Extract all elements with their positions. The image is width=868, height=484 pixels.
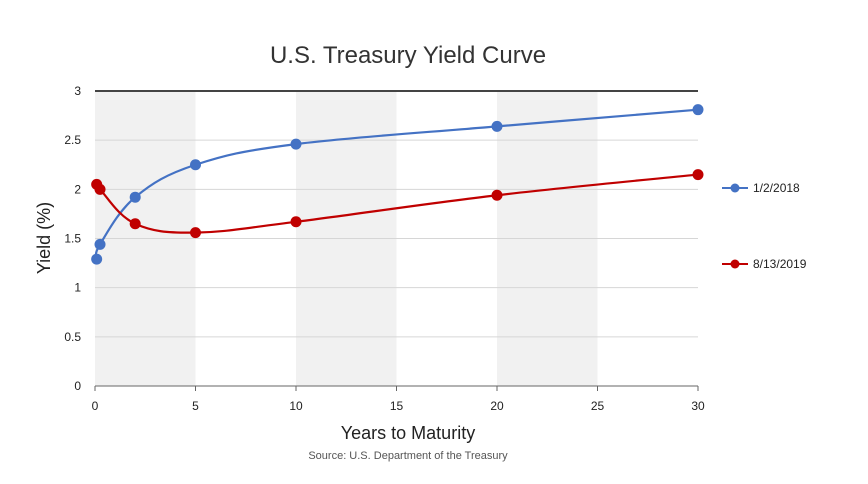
data-point <box>290 138 302 150</box>
y-tick-label: 2 <box>74 182 81 196</box>
y-axis-ticks: 0 0.5 1 1.5 2 2.5 3 <box>64 84 81 393</box>
data-point <box>129 218 141 230</box>
data-point <box>129 191 141 203</box>
series-line <box>94 173 699 234</box>
y-axis-label: Yield (%) <box>34 202 54 274</box>
chart-title: U.S. Treasury Yield Curve <box>270 42 546 69</box>
legend-label: 8/13/2019 <box>753 257 807 271</box>
x-tick-label: 30 <box>691 399 705 413</box>
series-0 <box>91 104 704 265</box>
legend-item: 8/13/2019 <box>722 257 807 271</box>
series-1 <box>91 169 704 239</box>
x-axis-ticks: 0 5 10 15 20 25 30 <box>92 386 705 413</box>
x-tick-label: 10 <box>289 399 303 413</box>
data-point <box>491 120 503 132</box>
legend-swatch-marker <box>730 183 740 193</box>
data-point <box>692 104 704 116</box>
y-tick-label: 1 <box>74 281 81 295</box>
source-note: Source: U.S. Department of the Treasury <box>308 450 508 462</box>
x-tick-label: 15 <box>390 399 404 413</box>
x-tick-label: 5 <box>192 399 199 413</box>
data-point <box>692 169 704 181</box>
data-point <box>91 253 103 265</box>
data-point <box>94 183 106 195</box>
y-tick-label: 2.5 <box>64 133 81 147</box>
x-tick-label: 20 <box>490 399 504 413</box>
y-tick-label: 3 <box>74 84 81 98</box>
legend-label: 1/2/2018 <box>753 181 800 195</box>
series-layer <box>91 104 704 265</box>
x-axis-label: Years to Maturity <box>341 423 475 443</box>
data-point <box>290 216 302 228</box>
y-tick-label: 0.5 <box>64 330 81 344</box>
y-tick-label: 1.5 <box>64 232 81 246</box>
data-point <box>94 238 106 250</box>
data-point <box>190 159 201 171</box>
data-point <box>190 227 201 239</box>
x-tick-label: 0 <box>92 399 99 413</box>
legend-item: 1/2/2018 <box>722 181 800 195</box>
y-tick-label: 0 <box>74 379 81 393</box>
x-tick-label: 25 <box>591 399 605 413</box>
legend: 1/2/2018 8/13/2019 <box>722 181 807 271</box>
legend-swatch-marker <box>730 259 740 269</box>
series-line <box>94 108 699 260</box>
data-point <box>491 189 503 201</box>
